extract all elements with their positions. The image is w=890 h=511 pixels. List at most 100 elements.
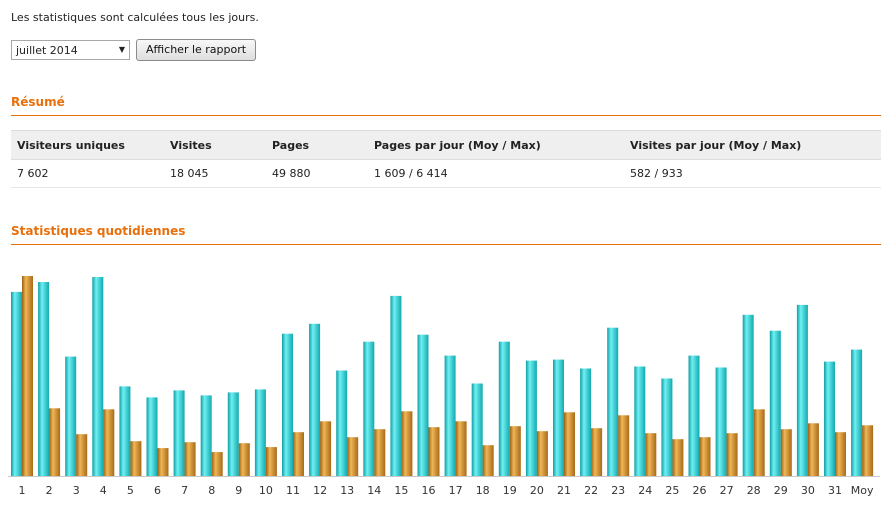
x-tick-label: 5 bbox=[127, 484, 134, 497]
bar-series-1-18 bbox=[471, 383, 483, 476]
x-tick-label: 10 bbox=[259, 484, 273, 497]
bar-series-2-16 bbox=[428, 427, 440, 476]
bar-series-2-26 bbox=[699, 437, 711, 476]
x-tick-label: 13 bbox=[340, 484, 354, 497]
x-tick-label: 28 bbox=[747, 484, 761, 497]
x-tick-label: 23 bbox=[611, 484, 625, 497]
x-tick-label: Moy bbox=[851, 484, 874, 497]
bar-series-2-30 bbox=[807, 423, 819, 476]
bar-series-2-13 bbox=[347, 437, 359, 476]
x-tick-label: 21 bbox=[557, 484, 571, 497]
bar-series-2-25 bbox=[672, 439, 684, 476]
x-tick-label: 29 bbox=[774, 484, 788, 497]
bar-series-2-27 bbox=[726, 433, 738, 476]
bar-series-1-14 bbox=[363, 341, 375, 476]
bar-series-2-22 bbox=[591, 428, 603, 476]
x-tick-label: 22 bbox=[584, 484, 598, 497]
x-tick-label: 1 bbox=[19, 484, 26, 497]
bar-series-2-8 bbox=[211, 452, 223, 476]
bar-series-1-26 bbox=[688, 355, 700, 476]
summary-header-row: Visiteurs uniques Visites Pages Pages pa… bbox=[11, 130, 881, 160]
daily-stats-chart: 1 2 3 4 5 6 7 8 9 10 11 12 13 14 15 16 17 18 19 20 21 22 23 24 2… bbox=[8, 276, 880, 497]
bar-series-1-6 bbox=[146, 397, 158, 476]
bar-series-1-23 bbox=[607, 327, 619, 476]
bar-series-1-2 bbox=[38, 282, 50, 476]
x-tick-label: 6 bbox=[154, 484, 161, 497]
bar-series-1-19 bbox=[498, 341, 510, 476]
bar-series-1-25 bbox=[661, 378, 673, 476]
x-tick-label: 26 bbox=[693, 484, 707, 497]
bar-series-2-12 bbox=[320, 421, 332, 476]
summary-table: Visiteurs uniques Visites Pages Pages pa… bbox=[11, 130, 881, 188]
value-unique-visitors: 7 602 bbox=[11, 159, 164, 188]
bar-series-2-29 bbox=[780, 429, 792, 476]
bar-series-2-24 bbox=[645, 433, 657, 476]
x-tick-label: 30 bbox=[801, 484, 815, 497]
bar-series-2-6 bbox=[157, 448, 169, 476]
x-tick-label: 3 bbox=[73, 484, 80, 497]
value-pages-per-day: 1 609 / 6 414 bbox=[368, 159, 624, 188]
daily-stats-title: Statistiques quotidiennes bbox=[11, 224, 881, 245]
bar-series-2-3 bbox=[76, 434, 88, 476]
chevron-down-icon: ▼ bbox=[118, 45, 125, 54]
bar-series-2-17 bbox=[455, 421, 467, 476]
x-tick-label: 7 bbox=[181, 484, 188, 497]
bar-series-1-3 bbox=[65, 356, 77, 476]
summary-value-row: 7 602 18 045 49 880 1 609 / 6 414 582 / … bbox=[11, 159, 881, 188]
header-pages-per-day: Pages par jour (Moy / Max) bbox=[368, 130, 624, 160]
x-tick-label: 25 bbox=[665, 484, 679, 497]
bar-series-1-30 bbox=[796, 304, 808, 476]
bar-series-1-4 bbox=[92, 277, 104, 476]
header-unique-visitors: Visiteurs uniques bbox=[11, 130, 164, 160]
x-tick-label: 31 bbox=[828, 484, 842, 497]
bar-series-2-11 bbox=[293, 432, 304, 476]
bar-series-2-15 bbox=[401, 411, 413, 476]
bar-series-1-21 bbox=[553, 359, 564, 476]
x-tick-label: 18 bbox=[476, 484, 490, 497]
bar-series-2-4 bbox=[103, 409, 115, 476]
month-select[interactable]: juillet 2014 ▼ bbox=[11, 40, 130, 60]
bar-series-1-8 bbox=[200, 395, 212, 476]
x-tick-label: 2 bbox=[46, 484, 53, 497]
value-visits: 18 045 bbox=[164, 159, 266, 188]
x-tick-label: 14 bbox=[367, 484, 381, 497]
intro-text: Les statistiques sont calculées tous les… bbox=[11, 11, 259, 24]
x-tick-label: 27 bbox=[720, 484, 734, 497]
bar-series-2-14 bbox=[374, 429, 386, 476]
x-tick-label: 12 bbox=[313, 484, 327, 497]
bar-series-1-29 bbox=[769, 330, 781, 476]
x-tick-label: 15 bbox=[394, 484, 408, 497]
bar-series-1-7 bbox=[173, 390, 185, 476]
x-tick-label: 4 bbox=[100, 484, 107, 497]
bar-series-1-20 bbox=[525, 360, 537, 476]
x-tick-label: 17 bbox=[449, 484, 463, 497]
bar-series-2-10 bbox=[265, 447, 277, 476]
header-pages: Pages bbox=[266, 130, 368, 160]
bar-series-2-20 bbox=[536, 431, 548, 476]
bar-series-1-28 bbox=[742, 314, 754, 476]
bar-series-2-5 bbox=[130, 441, 142, 476]
bar-series-2-1 bbox=[22, 276, 33, 476]
show-report-button[interactable]: Afficher le rapport bbox=[136, 39, 257, 61]
bar-series-1-15 bbox=[390, 295, 402, 476]
bar-series-2-21 bbox=[564, 412, 575, 476]
bar-series-1-13 bbox=[336, 370, 348, 476]
bar-series-1-16 bbox=[417, 334, 429, 476]
x-tick-label: 19 bbox=[503, 484, 517, 497]
bar-series-2-19 bbox=[509, 426, 521, 476]
bar-series-1-5 bbox=[119, 386, 131, 476]
bar-series-1-1 bbox=[11, 291, 22, 476]
bar-series-2-28 bbox=[753, 409, 765, 476]
bar-series-2-Moy bbox=[862, 425, 874, 476]
report-controls: juillet 2014 ▼ Afficher le rapport bbox=[11, 39, 257, 61]
bar-series-1-9 bbox=[227, 392, 239, 476]
bar-series-1-11 bbox=[282, 333, 293, 476]
header-visits: Visites bbox=[164, 130, 266, 160]
bar-series-1-10 bbox=[254, 389, 266, 476]
x-tick-label: 11 bbox=[286, 484, 300, 497]
value-visits-per-day: 582 / 933 bbox=[624, 159, 881, 188]
header-visits-per-day: Visites par jour (Moy / Max) bbox=[624, 130, 881, 160]
x-tick-label: 20 bbox=[530, 484, 544, 497]
bar-series-2-9 bbox=[238, 443, 250, 476]
x-tick-label: 16 bbox=[422, 484, 436, 497]
